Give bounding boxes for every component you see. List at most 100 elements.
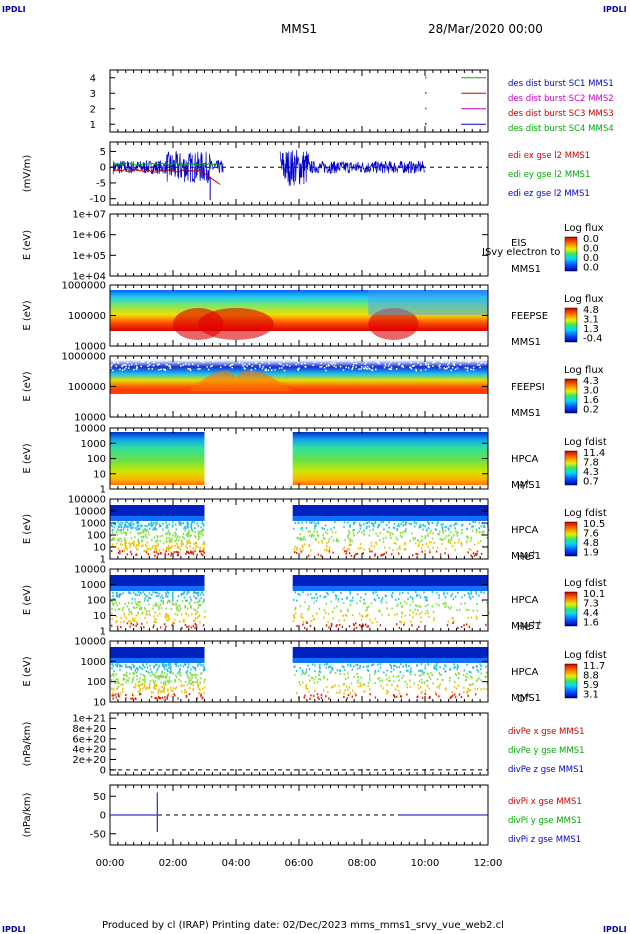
hpca-o-speck — [193, 681, 195, 684]
hpca-he2-speck — [332, 591, 334, 594]
hpca-he2-speck — [330, 624, 333, 627]
hpca-he2-speck — [196, 616, 199, 619]
hpca-he1-speck — [363, 548, 365, 551]
hpca-he1-speck — [130, 522, 132, 525]
hpca-he1-speck — [159, 539, 162, 542]
hpca-he1-speck — [126, 528, 129, 531]
hpca-he1-speck — [178, 546, 181, 549]
hpca-he2-speck — [194, 626, 196, 629]
hpca-he2-speck — [115, 594, 118, 597]
hpca-o-speck — [362, 683, 365, 686]
hpca-o-speck — [159, 674, 161, 677]
hpca-he1-speck — [185, 540, 188, 543]
hpca-o-speck — [308, 667, 311, 670]
hpca-o-speck — [295, 669, 298, 672]
hpca-o-speck — [391, 683, 393, 686]
hpca-he2-speck — [478, 594, 480, 597]
hpca-he1-speck — [202, 554, 204, 557]
hpca-o-colorbar-title: Log fdist — [564, 650, 607, 661]
hpca-he2-speck — [388, 613, 390, 616]
hpca-he2-speck — [472, 595, 474, 598]
hpca-he1-speck — [185, 527, 187, 530]
hpca-o-speck — [133, 685, 135, 688]
hpca-he1-speck — [449, 542, 452, 545]
feepsi-speckle — [360, 368, 362, 370]
hpca-he1-speck — [186, 526, 189, 529]
hpca-he1-speck — [454, 542, 456, 545]
hpca-o-speck — [164, 664, 166, 667]
div-pe-ytick-label: 6e+20 — [72, 734, 106, 745]
hpca-o-speck — [125, 697, 127, 700]
hpca-he1-speck — [382, 540, 385, 543]
hpca-o-speck — [179, 664, 182, 667]
hpca-he1-speck — [110, 524, 113, 527]
hpca-he2-speck — [171, 600, 174, 603]
hpca-o-speck — [179, 673, 181, 676]
hpca-he2-speck — [481, 599, 484, 602]
electric-field-legend-item: edi ez gse l2 MMS1 — [508, 189, 590, 199]
hpca-he1-speck — [151, 525, 153, 528]
hpca-he1-speck — [156, 539, 159, 542]
hpca-he1-speck — [448, 528, 450, 531]
hpca-he2-speck — [409, 603, 412, 606]
hpca-o-speck — [445, 688, 447, 691]
hpca-he1-speck — [481, 531, 484, 534]
hpca-he1-speck — [472, 552, 475, 555]
hpca-o-speck — [399, 695, 402, 698]
hpca-he1-speck — [447, 534, 450, 537]
hpca-he1-speck — [390, 536, 392, 539]
hpca-o-speck — [423, 671, 425, 674]
hpca-o-speck — [323, 663, 326, 666]
hpca-he1-speck — [393, 523, 396, 526]
hpca-he1-speck — [121, 550, 124, 553]
hpca-he1-colorbar-title: Log fdist — [564, 508, 607, 519]
hpca-he2-speck — [336, 624, 338, 627]
hpca-he1-speck — [189, 545, 191, 548]
hpca-o-colorbar-tick: 3.1 — [583, 690, 599, 701]
hpca-he2-speck — [149, 614, 151, 617]
hpca-o-speck — [140, 683, 143, 686]
hpca-he1-speck — [456, 522, 458, 525]
hpca-o-speck — [184, 680, 187, 683]
hpca-he1-speck — [316, 531, 318, 534]
hpca-o-ytick-label: 10 — [93, 698, 106, 709]
hpca-he2-speck — [399, 602, 402, 605]
feepsi-speckle — [342, 369, 345, 371]
hpca-he2-speck — [397, 603, 399, 606]
feepsi-speckle — [110, 367, 112, 369]
hpca-he1-speck — [176, 551, 179, 554]
hpca-he1-speck — [471, 525, 473, 528]
hpca-he1-speck — [326, 529, 329, 532]
hpca-he1-speck — [368, 521, 370, 524]
feepsi-speckle — [363, 368, 366, 370]
hpca-he1-speck — [328, 546, 331, 549]
hpca-he2-ytick-label: 100 — [87, 596, 106, 607]
hpca-o-speck — [192, 673, 194, 676]
hpca-he1-speck — [176, 536, 178, 539]
hpca-he1-speck — [447, 554, 450, 557]
hpca-he1-speck — [146, 528, 148, 531]
hpca-he1-speck — [383, 546, 386, 549]
hpca-he1-speck — [174, 544, 176, 547]
feepsi-speckle — [333, 365, 335, 367]
hpca-he1-speck — [397, 522, 400, 525]
hpca-he2-speck — [143, 626, 145, 629]
feepsi-speckle — [274, 369, 276, 371]
hpca-he1-speck — [437, 532, 439, 535]
hpca-he2-speck — [384, 594, 387, 597]
hpca-o-colorbar-tick: 5.9 — [583, 680, 599, 691]
div-pi-ytick-label: 0 — [100, 811, 106, 822]
hpca-o-speck — [176, 672, 179, 675]
hpca-he1-ytick-label: 100 — [87, 531, 106, 542]
hpca-he1-speck — [349, 524, 351, 527]
hpca-he2-speck — [143, 606, 146, 609]
hpca-he2-speck — [452, 617, 454, 620]
hpca-o-speck — [343, 692, 345, 695]
feepsi-speckle — [113, 362, 115, 364]
hpca-he1-speck — [139, 524, 142, 527]
feepsi-speckle — [219, 366, 222, 369]
hpca-he2-speck — [385, 595, 387, 598]
hpca-he2-speck — [458, 609, 461, 612]
feepsi-speckle — [465, 360, 467, 363]
